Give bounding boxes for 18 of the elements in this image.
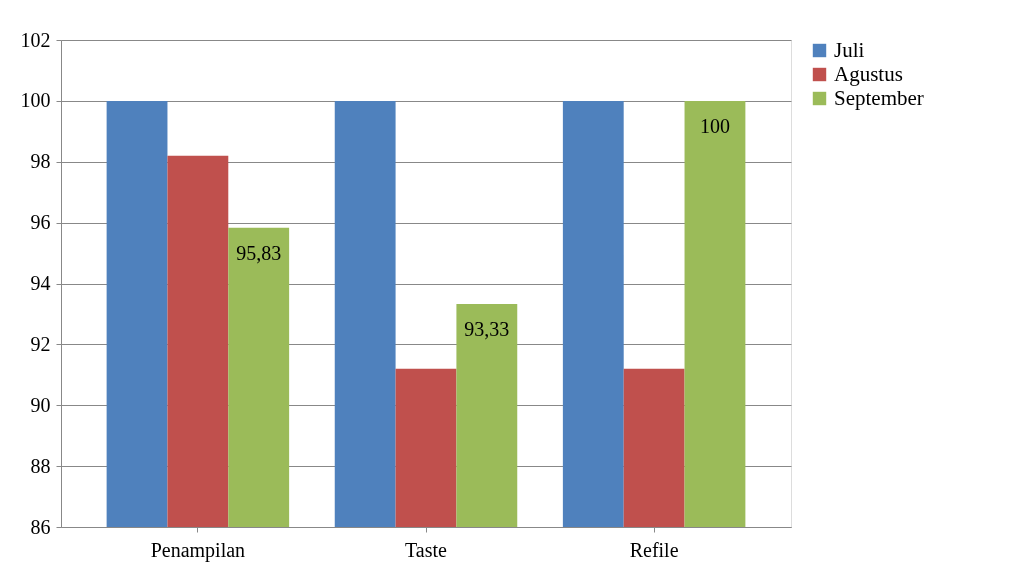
legend-label: September — [834, 85, 924, 110]
y-tick-label: 94 — [30, 272, 51, 294]
legend-label: Agustus — [834, 61, 903, 86]
y-tick-label: 92 — [30, 332, 51, 355]
y-tick-label: 98 — [30, 150, 51, 173]
y-tick-label: 86 — [30, 515, 51, 538]
y-tick-label: 90 — [30, 393, 51, 416]
data-label: 95,83 — [236, 241, 282, 264]
data-label: 100 — [699, 114, 730, 137]
data-label: 93,33 — [464, 317, 510, 340]
legend-label: Juli — [834, 37, 865, 62]
y-tick-label: 96 — [30, 211, 51, 234]
y-tick-label: 102 — [20, 28, 51, 51]
y-tick-label: 100 — [20, 89, 51, 112]
y-tick-label: 88 — [30, 454, 51, 477]
x-tick-label: Taste — [405, 538, 448, 561]
x-tick-label: Penampilan — [150, 538, 246, 562]
x-tick-label: Refile — [629, 538, 679, 561]
